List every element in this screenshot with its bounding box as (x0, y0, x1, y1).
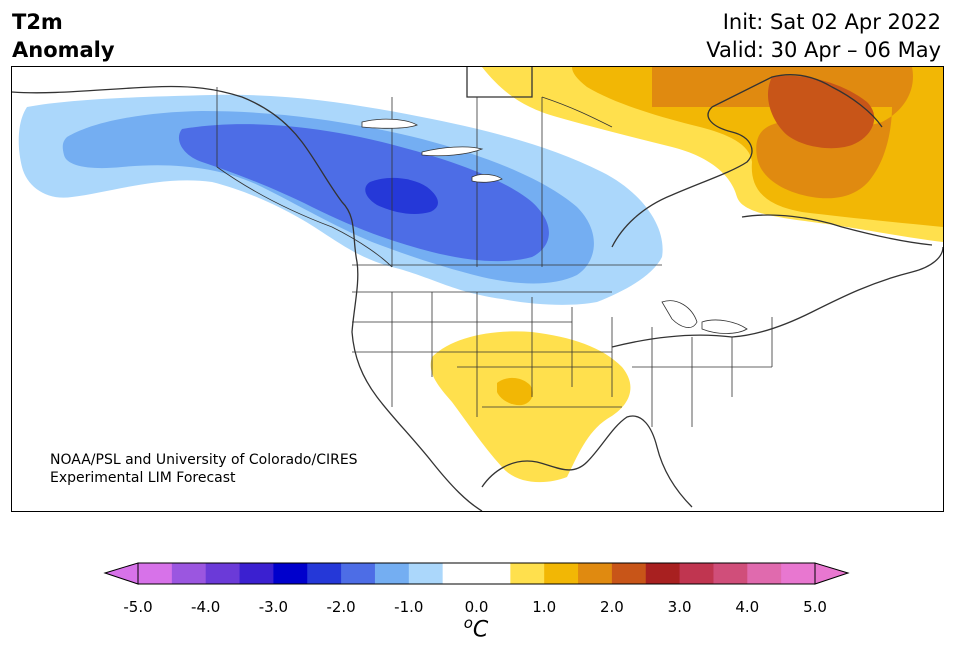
valid-date: Valid: 30 Apr – 06 May (706, 38, 941, 62)
warm-anomaly-sw-2 (497, 377, 533, 406)
colorbar-cell (374, 563, 410, 584)
colorbar-frame (137, 562, 816, 585)
colorbar-cell (645, 563, 681, 584)
colorbar-cell (171, 563, 207, 584)
colorbar-tick-label: 3.0 (667, 598, 692, 616)
colorbar-tick-label: 1.0 (532, 598, 557, 616)
colorbar-cell (205, 563, 241, 584)
colorbar-cell (239, 563, 274, 584)
init-date: Init: Sat 02 Apr 2022 (722, 10, 941, 34)
colorbar-tick-label: -5.0 (123, 598, 153, 616)
colorbar-over-arrow (814, 562, 850, 585)
cold-anomaly-4 (365, 177, 438, 215)
credit-line-1: NOAA/PSL and University of Colorado/CIRE… (50, 452, 358, 468)
title-line-2: Anomaly (12, 38, 115, 62)
colorbar-cell (442, 563, 477, 584)
anomaly-map: NOAA/PSL and University of Colorado/CIRE… (11, 66, 944, 512)
credit-text: NOAA/PSL and University of Colorado/CIRE… (50, 451, 358, 487)
colorbar-unit: oC (464, 614, 489, 642)
colorbar-tick-label: -1.0 (394, 598, 424, 616)
cold-anomaly-3 (178, 124, 549, 262)
colorbar-cell (476, 563, 511, 584)
colorbar-cell (408, 563, 444, 584)
colorbar-cell (781, 563, 816, 584)
colorbar-cells (138, 563, 816, 584)
colorbar-cell (713, 563, 748, 584)
colorbar-tick-label: -4.0 (191, 598, 221, 616)
map-title: T2m Anomaly (12, 8, 115, 64)
colorbar-cell (679, 563, 714, 584)
colorbar-cell (611, 563, 647, 584)
colorbar-tick-label: 5.0 (803, 598, 827, 616)
colorbar-cell (510, 563, 545, 584)
colorbar-tick-label: -3.0 (258, 598, 289, 616)
warm-anomaly-ne-4 (767, 75, 875, 149)
unit-superscript: o (463, 614, 473, 632)
colorbar-under-arrow (103, 562, 139, 585)
credit-line-2: Experimental LIM Forecast (50, 470, 236, 486)
colorbar-cell (544, 563, 579, 584)
forecast-dates: Init: Sat 02 Apr 2022 Valid: 30 Apr – 06… (706, 8, 941, 64)
colorbar-tick-label: -2.0 (326, 598, 356, 616)
colorbar-tick-label: 4.0 (735, 598, 760, 616)
colorbar-cell (273, 563, 308, 584)
colorbar (103, 562, 850, 585)
colorbar-tick-label: 2.0 (599, 598, 624, 616)
map-canvas (12, 67, 943, 511)
colorbar-ticks: -5.0 -4.0 -3.0 -2.0 -1.0 0.0 1.0 2.0 3.0 4.0 5.0 (0, 598, 953, 618)
colorbar-tick-label: 0.0 (464, 598, 489, 616)
colorbar-cell (138, 563, 173, 584)
colorbar-cell (747, 563, 782, 584)
great-lakes (361, 118, 748, 334)
colorbar-cell (341, 563, 376, 584)
coastlines (12, 67, 943, 511)
title-line-1: T2m (12, 10, 63, 34)
unit-base: C (472, 617, 489, 643)
colorbar-cell (307, 563, 342, 584)
colorbar-cell (578, 563, 613, 584)
